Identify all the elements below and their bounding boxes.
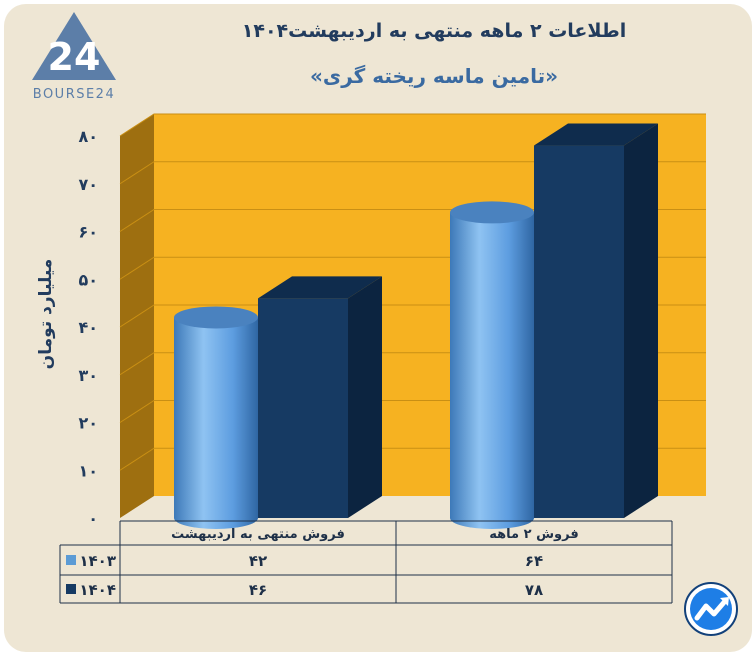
chart-title: اطلاعات ۲ ماهه منتهی به اردیبهشت۱۴۰۴ xyxy=(241,20,627,42)
legend-swatch-۱۴۰۴ xyxy=(66,584,76,594)
y-tick-label: ۵۰ xyxy=(78,270,98,289)
bar-1403-top-2 xyxy=(450,201,534,224)
y-tick-label: ۸۰ xyxy=(78,127,98,146)
bar-1404-side-1 xyxy=(348,276,382,518)
bar-1403-top-1 xyxy=(174,306,258,329)
data-label: ۶۴ xyxy=(525,552,543,570)
legend-label: ۱۴۰۳ xyxy=(79,552,116,570)
y-tick-label: ۳۰ xyxy=(78,366,98,385)
legend-label: ۱۴۰۴ xyxy=(79,581,116,599)
data-label: ۴۲ xyxy=(249,552,267,570)
bar-1403-1 xyxy=(174,317,258,529)
logo-mark: 24 xyxy=(48,35,101,79)
gridline xyxy=(119,113,706,137)
bar-1404-top-2 xyxy=(534,123,658,146)
bar-1404-1 xyxy=(258,298,348,518)
bar-1404-top-1 xyxy=(258,276,382,299)
y-tick-label: ۱۰ xyxy=(78,461,98,480)
y-tick-label: ۷۰ xyxy=(78,175,98,194)
trend-arrow-icon xyxy=(684,582,738,636)
bar-1404-side-2 xyxy=(624,123,658,519)
y-tick-label: ۶۰ xyxy=(78,223,98,242)
chart-subtitle: «تامین ماسه ریخته گری» xyxy=(309,64,559,88)
gridline xyxy=(119,161,706,185)
y-tick-label: ۴۰ xyxy=(78,318,98,337)
logo-text: BOURSE24 xyxy=(33,87,115,102)
category-label: فروش ۲ ماهه xyxy=(489,527,578,542)
data-label: ۴۶ xyxy=(249,581,267,599)
y-tick-label: ۰ xyxy=(88,509,98,528)
bar-1404-2 xyxy=(534,145,624,519)
legend-swatch-۱۴۰۳ xyxy=(66,555,76,565)
bar-1403-2 xyxy=(450,212,534,529)
y-tick-label: ۲۰ xyxy=(78,414,98,433)
category-label: فروش منتهی به اردیبهشت xyxy=(171,527,345,542)
data-label: ۷۸ xyxy=(525,581,543,599)
bourse24-logo: 24 BOURSE24 xyxy=(32,12,116,102)
